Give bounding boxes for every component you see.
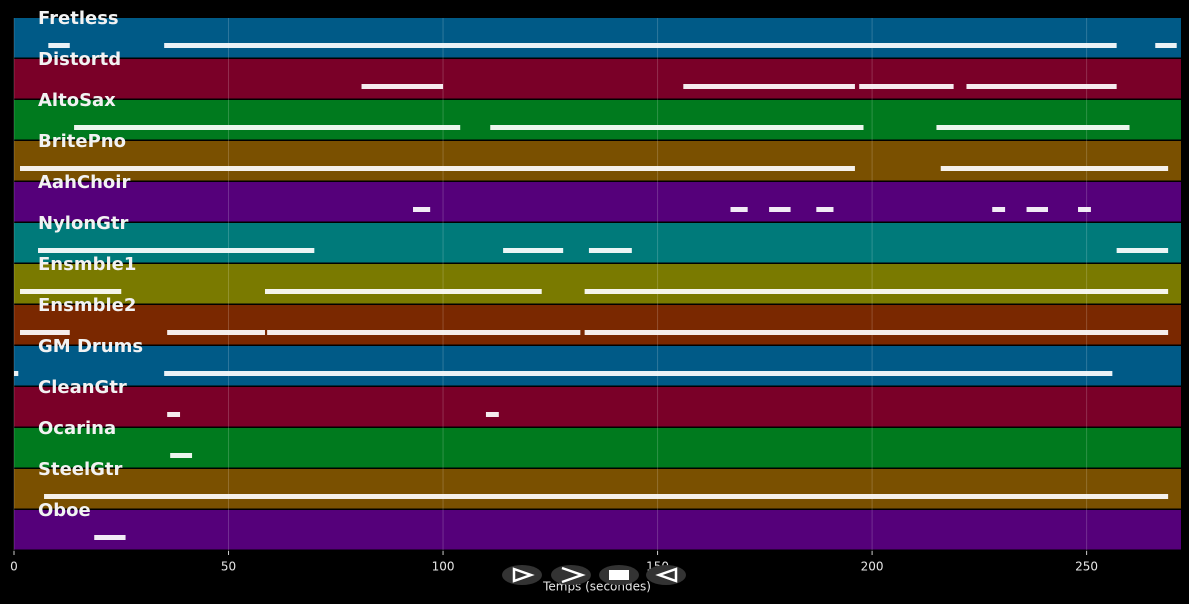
note-segment: [413, 207, 431, 212]
track-label: Ensmble1: [38, 254, 136, 275]
track-label: NylonGtr: [38, 213, 129, 234]
x-tick-label: 50: [221, 560, 236, 574]
note-segment: [167, 412, 181, 417]
track-label: BritePno: [38, 131, 126, 152]
note-segment: [48, 43, 70, 48]
note-segment: [20, 289, 122, 294]
note-segment: [38, 248, 315, 253]
note-segment: [992, 207, 1006, 212]
x-tick-label: 250: [1075, 560, 1098, 574]
track-band: [14, 100, 1181, 140]
track-label: Ocarina: [38, 418, 116, 439]
note-segment: [1116, 248, 1169, 253]
track-band: [14, 428, 1181, 468]
x-tick-label: 100: [432, 560, 455, 574]
note-segment: [20, 330, 70, 335]
note-segment: [164, 371, 1113, 376]
track-label: CleanGtr: [38, 377, 127, 398]
note-segment: [164, 43, 1117, 48]
track-band: [14, 305, 1181, 345]
note-segment: [588, 248, 632, 253]
note-segment: [44, 494, 1169, 499]
note-segment: [490, 125, 864, 130]
track-label: Fretless: [38, 8, 119, 29]
note-segment: [20, 166, 855, 171]
back-button[interactable]: [646, 565, 686, 585]
note-segment: [584, 289, 1169, 294]
track-band: [14, 469, 1181, 509]
note-segment: [1078, 207, 1091, 212]
note-segment: [14, 371, 19, 376]
track-band: [14, 18, 1181, 58]
note-segment: [859, 84, 954, 89]
note-segment: [584, 330, 1169, 335]
track-label: GM Drums: [38, 336, 143, 357]
stop-button[interactable]: [599, 565, 639, 585]
note-segment: [170, 453, 193, 458]
note-segment: [74, 125, 461, 130]
track-label: AltoSax: [38, 90, 116, 111]
note-segment: [940, 166, 1169, 171]
note-segment: [966, 84, 1117, 89]
note-segment: [730, 207, 748, 212]
track-band: [14, 223, 1181, 263]
track-band: [14, 182, 1181, 222]
x-tick-label: 200: [861, 560, 884, 574]
track-band: [14, 59, 1181, 99]
track-band: [14, 264, 1181, 304]
note-segment: [1026, 207, 1048, 212]
note-segment: [485, 412, 499, 417]
note-segment: [361, 84, 444, 89]
track-band: [14, 141, 1181, 181]
track-band: [14, 387, 1181, 427]
note-segment: [503, 248, 564, 253]
playback-controls: [502, 565, 686, 585]
note-segment: [936, 125, 1130, 130]
track-band: [14, 346, 1181, 386]
x-tick-label: 0: [10, 560, 18, 574]
note-segment: [264, 289, 542, 294]
note-segment: [94, 535, 126, 540]
note-segment: [1155, 43, 1177, 48]
track-band: [14, 510, 1181, 550]
plot: 050100150200250FretlessDistortdAltoSaxBr…: [10, 8, 1181, 574]
note-segment: [769, 207, 791, 212]
note-segment: [816, 207, 834, 212]
note-segment: [683, 84, 855, 89]
track-label: Distortd: [38, 49, 121, 70]
track-label: Oboe: [38, 500, 91, 521]
track-label: AahChoir: [38, 172, 130, 193]
note-segment: [267, 330, 581, 335]
track-label: SteelGtr: [38, 459, 123, 480]
forward-button[interactable]: [551, 565, 591, 585]
play-button[interactable]: [502, 565, 542, 585]
track-label: Ensmble2: [38, 295, 136, 316]
note-segment: [167, 330, 265, 335]
